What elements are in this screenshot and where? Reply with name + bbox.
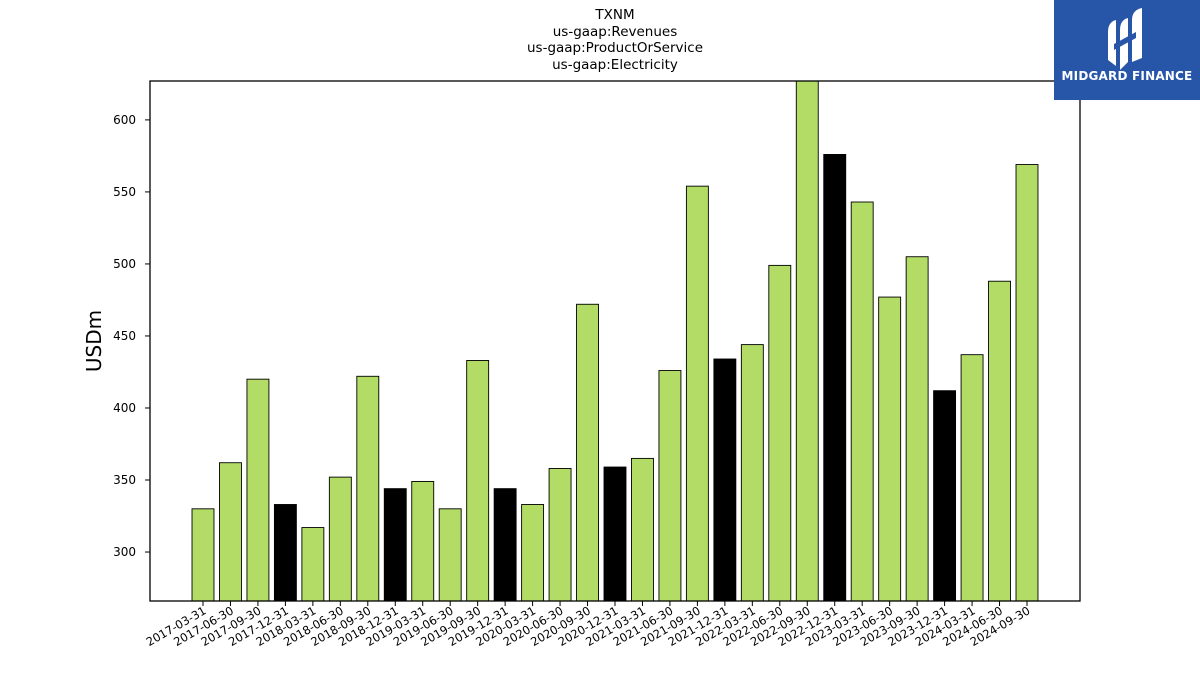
y-tick-label: 300 [113,545,136,559]
bar-2019-03-31 [411,480,435,602]
bar-2023-06-30 [878,296,902,602]
bar-2021-06-30 [658,370,682,602]
chart-title-line-3: us-gaap:ProductOrService [526,40,704,56]
logo-text: MIDGARD FINANCE [1061,69,1193,83]
bars-group [191,80,1039,602]
bar-2023-09-30 [905,256,929,602]
bar-2019-12-31 [493,488,517,602]
y-axis: 300 350 400 450 500 550 600 [113,113,150,559]
bar-2017-06-30 [219,462,242,602]
bar-2021-12-31 [713,358,737,602]
chart-title-line-2: us-gaap:Revenues [552,24,678,40]
bar-2019-06-30 [438,508,462,602]
y-tick-label: 350 [113,473,136,487]
bar-2021-03-31 [631,457,654,602]
bar-2020-06-30 [548,468,572,602]
bar-2021-09-30 [685,185,709,602]
bar-2020-12-31 [603,466,627,602]
bar-2024-03-31 [960,354,984,602]
y-tick-label: 550 [113,185,136,199]
y-tick-label: 500 [113,257,136,271]
y-tick-label: 600 [113,113,136,127]
bar-2023-12-31 [933,390,957,602]
bar-2022-03-31 [740,344,764,602]
bar-2023-03-31 [850,201,874,602]
bar-2018-12-31 [383,488,407,602]
bar-2024-06-30 [988,280,1011,602]
bar-2020-03-31 [521,504,545,602]
bar-2018-03-31 [301,527,325,602]
chart-title-line-4: us-gaap:Electricity [552,57,678,73]
bar-2019-09-30 [466,360,490,602]
bar-2022-06-30 [768,264,792,602]
y-tick-label: 450 [113,329,136,343]
plot-frame [149,80,1081,602]
bar-2024-09-30 [1015,164,1039,602]
chart-title-line-1: TXNM [595,7,635,23]
y-axis-label: USDm [82,310,106,372]
midgard-logo-icon [1108,8,1142,70]
x-axis: 2017-03-312017-06-302017-09-302017-12-31… [144,601,1033,649]
midgard-finance-logo: MIDGARD FINANCE [1054,0,1200,100]
y-tick-label: 400 [113,401,136,415]
bar-2017-12-31 [273,504,297,602]
bar-2018-09-30 [356,375,380,602]
bar-2022-12-31 [823,154,847,602]
bar-2017-09-30 [246,378,270,602]
bar-2022-09-30 [795,80,819,602]
bar-2017-03-31 [191,508,215,602]
bar-2020-09-30 [576,303,599,602]
bar-2018-06-30 [328,476,352,602]
